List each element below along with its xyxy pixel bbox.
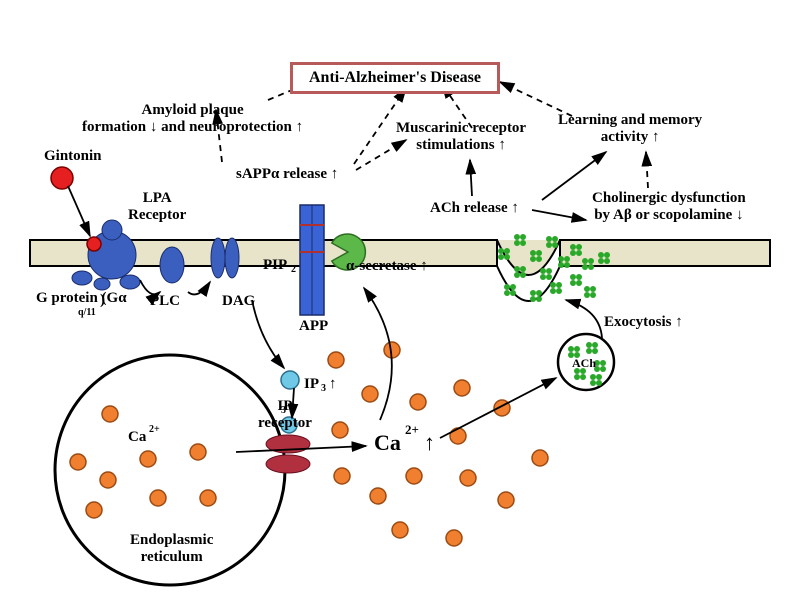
- calcium-ion: [70, 454, 86, 470]
- label-ip3r_sub: 3: [281, 405, 286, 417]
- ach-molecule: [570, 274, 582, 286]
- label-gintonin: Gintonin: [44, 148, 102, 165]
- calcium-ion: [102, 406, 118, 422]
- label-achrel: ACh release ↑: [430, 200, 519, 217]
- label-ca_cyt: Ca: [374, 430, 401, 455]
- arrow: [470, 160, 472, 196]
- calcium-ion: [460, 470, 476, 486]
- label-gprot_close: ): [100, 292, 105, 309]
- label-ca_cyt_arr: ↑: [424, 430, 435, 455]
- calcium-ion: [328, 352, 344, 368]
- dag: [225, 238, 239, 278]
- label-app: APP: [299, 318, 328, 335]
- label-chol: Cholinergic dysfunction by Aβ or scopola…: [592, 190, 746, 225]
- label-ca_cyt_sup: 2+: [405, 423, 419, 438]
- calcium-ion: [334, 468, 350, 484]
- calcium-ion: [332, 422, 348, 438]
- calcium-ion: [150, 490, 166, 506]
- gintonin-ligand: [51, 167, 73, 189]
- title-text: Anti-Alzheimer's Disease: [309, 69, 481, 86]
- calcium-ion: [362, 386, 378, 402]
- dag: [211, 238, 225, 278]
- plc: [160, 247, 184, 283]
- arrow: [532, 210, 586, 220]
- ip3-molecule: [281, 371, 299, 389]
- calcium-ion: [392, 522, 408, 538]
- label-achves: ACh: [572, 357, 596, 371]
- calcium-ion: [446, 530, 462, 546]
- label-ip3_sub: 3: [321, 383, 326, 395]
- ach-molecule: [584, 286, 596, 298]
- arrow-dashed: [646, 152, 648, 188]
- label-sappa: sAPPα release ↑: [236, 166, 338, 183]
- calcium-ion: [498, 492, 514, 508]
- label-er: Endoplasmic reticulum: [130, 532, 213, 567]
- calcium-ion: [100, 472, 116, 488]
- lpa-receptor: [102, 220, 122, 240]
- calcium-ion: [200, 490, 216, 506]
- calcium-ion: [370, 488, 386, 504]
- label-plc: PLC: [150, 293, 180, 310]
- calcium-ion: [410, 394, 426, 410]
- arrow: [68, 186, 90, 236]
- calcium-ion: [140, 451, 156, 467]
- label-musc: Muscarinic receptor stimulations ↑: [396, 120, 526, 155]
- arrow: [252, 300, 284, 368]
- title-box: Anti-Alzheimer's Disease: [290, 62, 500, 94]
- label-ca_er: Ca: [128, 429, 146, 446]
- ach-molecule: [540, 268, 552, 280]
- calcium-ion: [532, 450, 548, 466]
- calcium-ion: [406, 468, 422, 484]
- label-amyloid: Amyloid plaque formation ↓ and neuroprot…: [82, 102, 303, 137]
- label-gprot_sub: q/11: [78, 307, 96, 319]
- label-dag: DAG: [222, 293, 255, 310]
- label-learn: Learning and memory activity ↑: [558, 112, 702, 147]
- label-pip2: PIP: [263, 257, 287, 274]
- ach-molecule: [550, 282, 562, 294]
- label-asec: α-secretase ↑: [346, 258, 428, 275]
- calcium-ion: [190, 444, 206, 460]
- calcium-ion: [86, 502, 102, 518]
- label-exo: Exocytosis ↑: [604, 314, 683, 331]
- label-ip3_arr: ↑: [329, 376, 337, 393]
- arrow-dashed: [500, 82, 572, 116]
- label-gprot: G protein (Gα: [36, 290, 127, 307]
- label-ip3: IP: [304, 376, 319, 393]
- label-pip2_sub: 2: [291, 264, 296, 276]
- calcium-ion: [454, 380, 470, 396]
- label-lpa: LPA Receptor: [128, 190, 186, 225]
- calcium-ion: [450, 428, 466, 444]
- gintonin-bound: [87, 237, 101, 251]
- arrow: [188, 282, 210, 294]
- arrow: [566, 300, 602, 338]
- label-ca_er_sup: 2+: [149, 424, 160, 436]
